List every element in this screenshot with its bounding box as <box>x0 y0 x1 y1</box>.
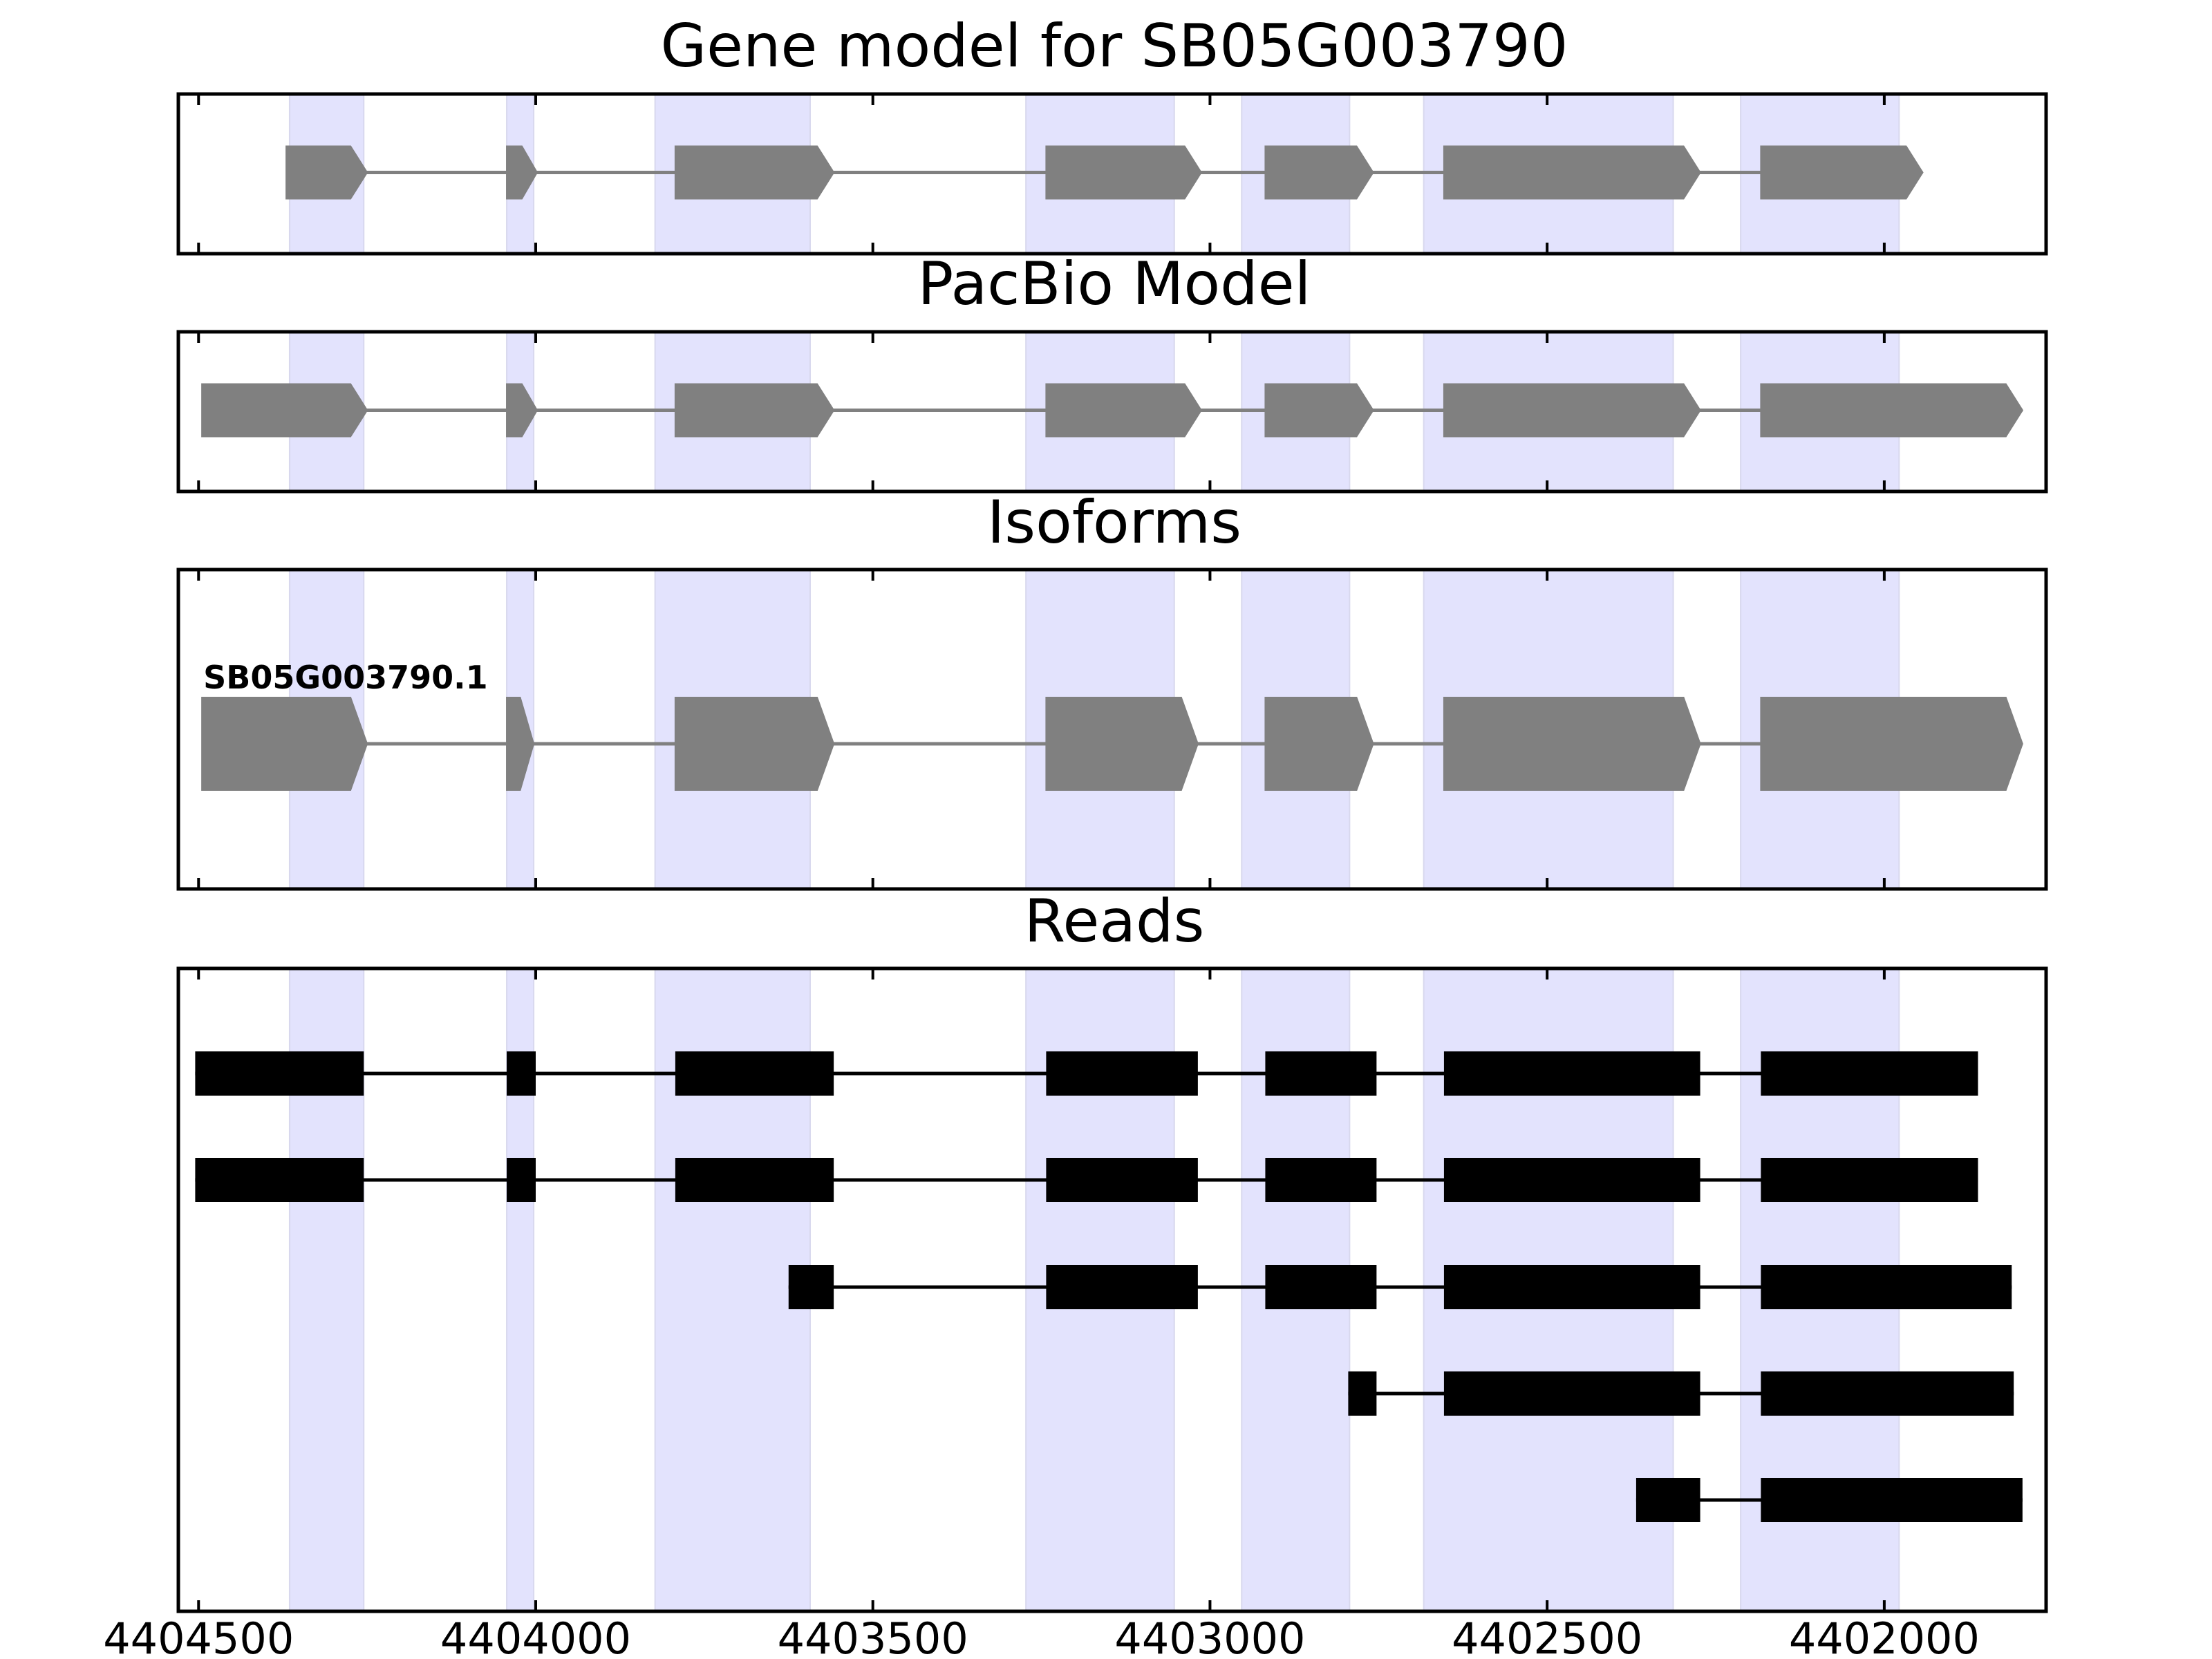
read-exon-block <box>1761 1051 1978 1096</box>
exon-arrow <box>1264 383 1374 438</box>
read-exon-block <box>1443 1158 1700 1202</box>
panel-title-isoforms: Isoforms <box>987 488 1241 557</box>
exon-arrow <box>674 145 835 200</box>
read-exon-block <box>1265 1158 1377 1202</box>
x-tick-label: 4402000 <box>1789 1613 1980 1659</box>
read-exon-block <box>1046 1158 1198 1202</box>
exon-arrow <box>506 145 538 200</box>
read-exon-block <box>1761 1478 2023 1522</box>
panel-title-gene-model: Gene model for SB05G003790 <box>661 12 1568 81</box>
read-exon-block <box>1443 1051 1700 1096</box>
read-exon-block <box>675 1051 834 1096</box>
panel-1 <box>176 330 2048 494</box>
exon-arrow <box>285 145 368 200</box>
panel-title-reads: Reads <box>1024 887 1205 956</box>
panel-2: SB05G003790.1 <box>176 568 2048 891</box>
read-exon-block <box>1761 1371 2014 1416</box>
panel-title-pacbio-model: PacBio Model <box>917 250 1311 319</box>
x-tick-label: 4404500 <box>103 1613 294 1659</box>
read-exon-block <box>507 1051 536 1096</box>
read-exon-block <box>1265 1265 1377 1309</box>
x-tick-label: 4404000 <box>440 1613 631 1659</box>
panel-frame <box>176 568 2048 891</box>
read-exon-block <box>788 1265 834 1309</box>
exon-arrow <box>674 383 835 438</box>
exon-arrow <box>201 383 368 438</box>
read-exon-block <box>507 1158 536 1202</box>
read-exon-block <box>1761 1158 1978 1202</box>
panel-frame <box>176 330 2048 494</box>
exon-arrow <box>1045 697 1199 791</box>
isoform-label: SB05G003790.1 <box>203 659 487 696</box>
x-tick-label: 4403500 <box>778 1613 968 1659</box>
panel-3 <box>176 966 2048 1613</box>
x-tick-label: 4403000 <box>1114 1613 1305 1659</box>
read-exon-block <box>1348 1371 1377 1416</box>
exon-arrow <box>1760 383 2024 438</box>
panels-layer: SB05G003790.1 <box>176 92 2048 1613</box>
read-exon-block <box>195 1051 364 1096</box>
exon-arrow <box>1443 383 1701 438</box>
read-exon-block <box>1046 1051 1198 1096</box>
read-exon-block <box>675 1158 834 1202</box>
read-exon-block <box>1761 1265 2012 1309</box>
exon-arrow <box>674 697 835 791</box>
panel-frame <box>176 966 2048 1613</box>
exon-arrow <box>1264 145 1374 200</box>
panel-0 <box>176 92 2048 256</box>
exon-arrow <box>201 697 368 791</box>
read-exon-block <box>1265 1051 1377 1096</box>
exon-arrow <box>1045 383 1202 438</box>
exon-arrow <box>1045 145 1202 200</box>
exon-arrow <box>1443 697 1701 791</box>
read-exon-block <box>1443 1371 1700 1416</box>
read-exon-block <box>195 1158 364 1202</box>
read-exon-block <box>1635 1478 1700 1522</box>
exon-arrow <box>1760 145 1924 200</box>
exon-arrow <box>506 697 535 791</box>
exon-arrow <box>1443 145 1701 200</box>
panel-frame <box>176 92 2048 256</box>
x-tick-label: 4402500 <box>1452 1613 1642 1659</box>
x-axis: 4404500 4404000 4403500 4403000 4402500 44020… <box>103 1613 1980 1659</box>
exon-arrow <box>1760 697 2023 791</box>
read-exon-block <box>1443 1265 1700 1309</box>
read-exon-block <box>1046 1265 1198 1309</box>
exon-arrow <box>1264 697 1374 791</box>
exon-arrow <box>506 383 538 438</box>
